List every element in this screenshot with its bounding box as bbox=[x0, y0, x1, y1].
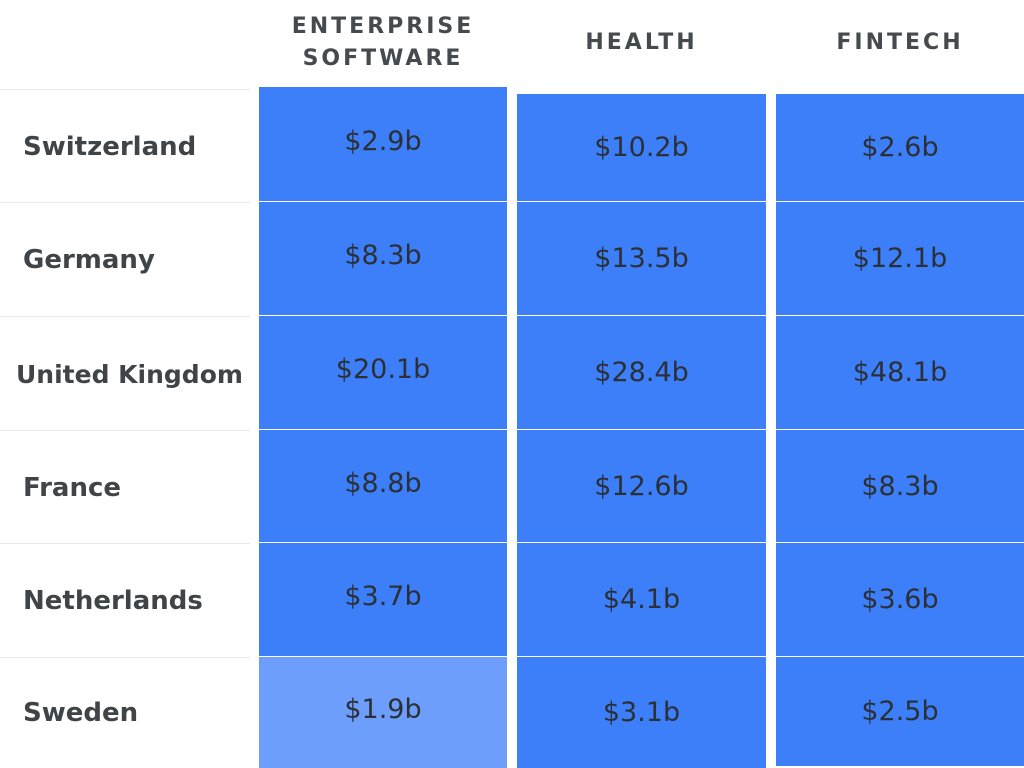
heatmap-cell: $13.5b bbox=[517, 202, 766, 315]
heatmap-cell: $4.1b bbox=[517, 543, 766, 656]
heatmap-cell: $28.4b bbox=[517, 316, 766, 429]
heatmap-cell: $8.3b bbox=[776, 430, 1024, 542]
heatmap-cell: $20.1b bbox=[259, 316, 507, 429]
row-label-united-kingdom: United Kingdom bbox=[16, 359, 243, 389]
heatmap-cell: $3.7b bbox=[259, 543, 507, 656]
heatmap-cell: $8.8b bbox=[259, 430, 507, 542]
row-label-sweden: Sweden bbox=[23, 698, 139, 728]
heatmap-cell: $3.6b bbox=[776, 543, 1024, 656]
row-separator bbox=[0, 543, 250, 544]
row-separator bbox=[0, 202, 250, 203]
row-label-switzerland: Switzerland bbox=[23, 131, 197, 162]
column-header-line: HEALTH bbox=[585, 30, 698, 55]
column-header-fintech: FINTECH bbox=[776, 0, 1024, 86]
row-label-germany: Germany bbox=[23, 245, 155, 275]
row-label-netherlands: Netherlands bbox=[23, 586, 203, 616]
column-header-line: ENTERPRISE bbox=[291, 14, 475, 39]
heatmap-cell: $1.9b bbox=[259, 657, 507, 768]
heatmap-cell: $12.1b bbox=[776, 202, 1024, 315]
heatmap-cell: $8.3b bbox=[259, 202, 507, 315]
column-header-enterprise-software: ENTERPRISE SOFTWARE bbox=[259, 0, 507, 86]
heatmap-cell: $3.1b bbox=[517, 657, 766, 768]
heatmap-cell: $2.5b bbox=[776, 657, 1024, 766]
heatmap-cell: $48.1b bbox=[776, 316, 1024, 429]
column-header-health: HEALTH bbox=[517, 0, 766, 86]
heatmap-cell: $10.2b bbox=[517, 94, 766, 201]
row-label-france: France bbox=[23, 472, 122, 503]
heatmap-cell: $12.6b bbox=[517, 430, 766, 542]
row-separator bbox=[0, 89, 250, 90]
row-separator bbox=[0, 430, 250, 431]
heatmap-cell: $2.9b bbox=[259, 87, 507, 201]
row-separator bbox=[0, 657, 250, 658]
heatmap-cell: $2.6b bbox=[776, 94, 1024, 201]
row-separator bbox=[0, 316, 250, 317]
column-header-line: FINTECH bbox=[836, 30, 964, 55]
column-header-line: SOFTWARE bbox=[302, 46, 464, 71]
